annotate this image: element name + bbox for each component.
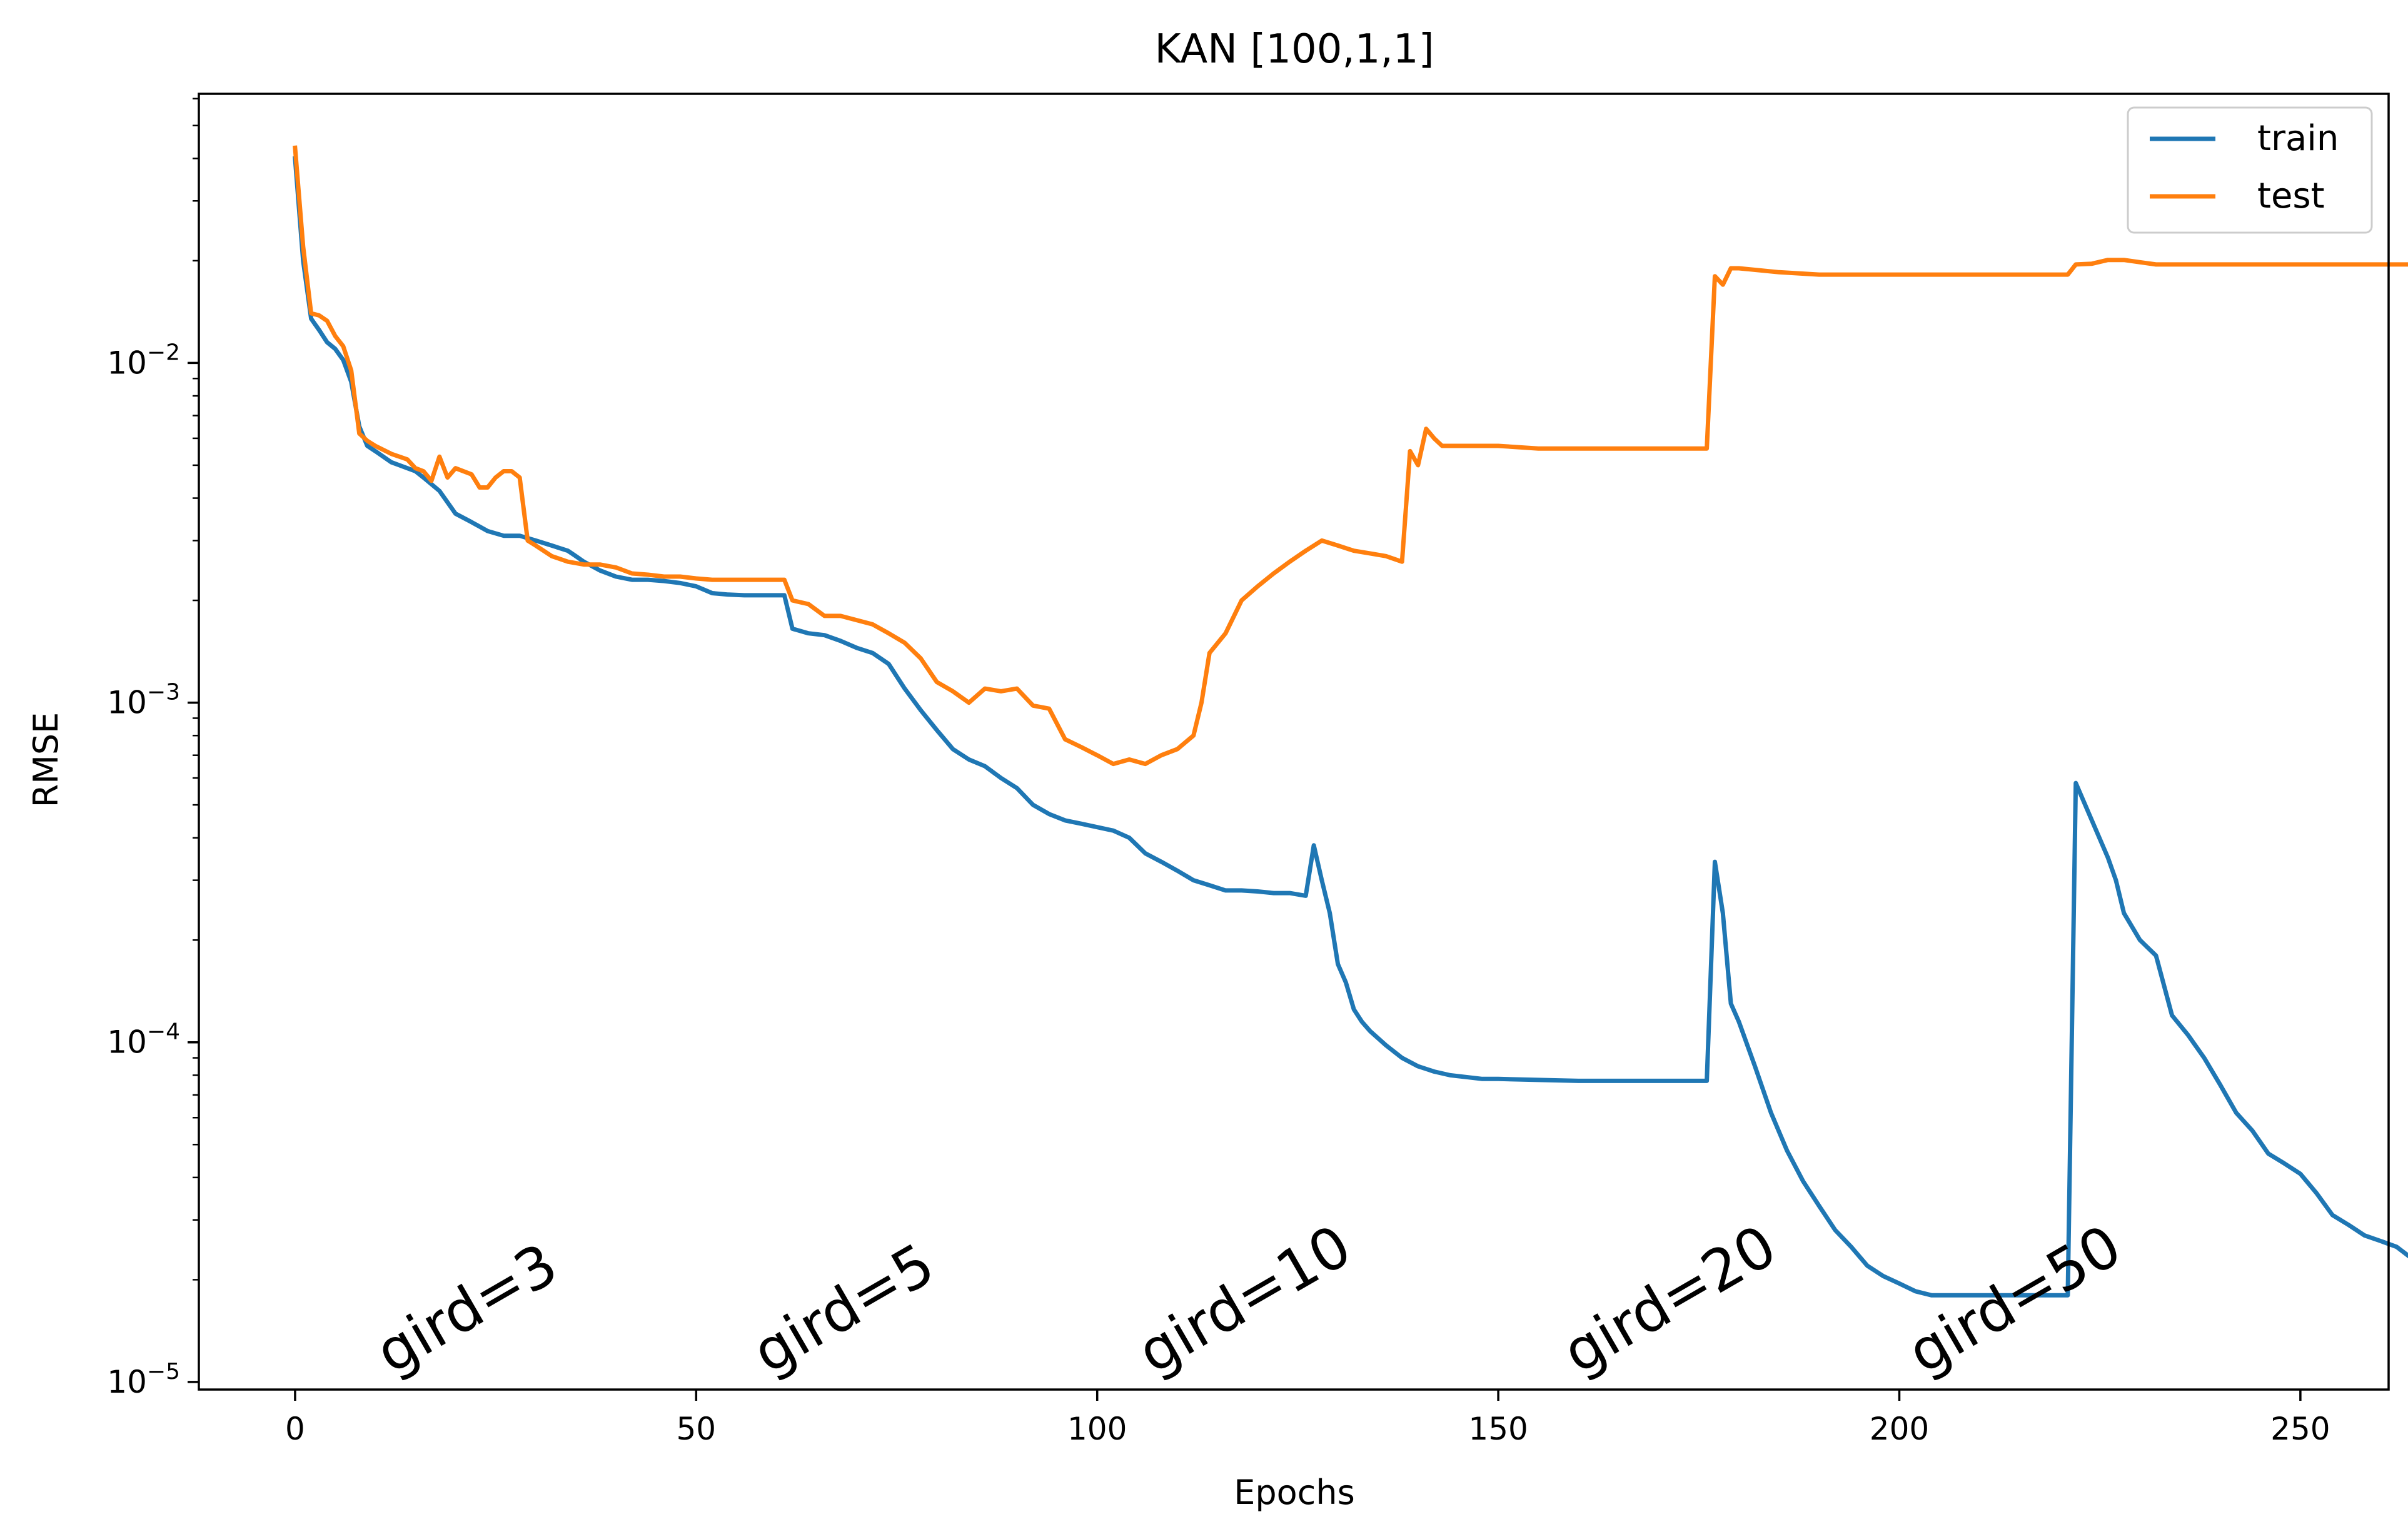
y-tick-base: 10 <box>107 1024 147 1061</box>
legend-label-test: test <box>2257 176 2325 216</box>
y-tick-label: 10−2 <box>107 340 180 381</box>
series-layer <box>293 145 2408 1298</box>
x-tick-label: 50 <box>677 1411 717 1447</box>
plot-frame <box>198 93 2390 1391</box>
legend-label-train: train <box>2257 118 2339 159</box>
series-line-train <box>293 156 2408 1298</box>
chart-title: KAN [100,1,1] <box>1154 26 1434 73</box>
legend: train test <box>2127 106 2373 234</box>
y-tick-exponent: −4 <box>147 1019 180 1045</box>
x-axis-label: Epochs <box>1234 1473 1354 1512</box>
y-tick-base: 10 <box>107 685 147 721</box>
x-tick-label: 0 <box>285 1411 305 1447</box>
y-tick-base: 10 <box>107 345 147 381</box>
y-tick-exponent: −5 <box>147 1359 180 1385</box>
x-tick-label: 250 <box>2270 1411 2330 1447</box>
x-tick-label: 200 <box>1870 1411 1929 1447</box>
y-tick-label: 10−5 <box>107 1359 180 1400</box>
y-tick-label: 10−3 <box>107 680 180 721</box>
y-tick-base: 10 <box>107 1364 147 1400</box>
y-tick-exponent: −2 <box>147 340 180 365</box>
x-tick-label: 150 <box>1468 1411 1528 1447</box>
x-tick-label: 100 <box>1067 1411 1127 1447</box>
y-tick-exponent: −3 <box>147 680 180 705</box>
y-axis-label: RMSE <box>26 712 66 808</box>
series-line-test <box>293 145 2408 767</box>
y-tick-label: 10−4 <box>107 1019 180 1061</box>
